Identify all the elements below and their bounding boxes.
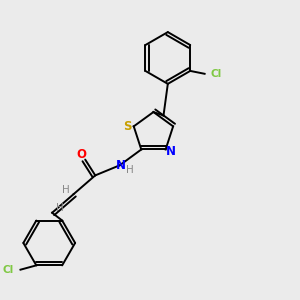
Text: S: S bbox=[123, 120, 132, 133]
Text: N: N bbox=[116, 159, 126, 172]
Text: Cl: Cl bbox=[210, 69, 222, 79]
Text: H: H bbox=[56, 203, 64, 213]
Text: H: H bbox=[62, 185, 70, 195]
Text: H: H bbox=[126, 166, 134, 176]
Text: Cl: Cl bbox=[3, 265, 14, 275]
Text: N: N bbox=[166, 145, 176, 158]
Text: O: O bbox=[77, 148, 87, 161]
